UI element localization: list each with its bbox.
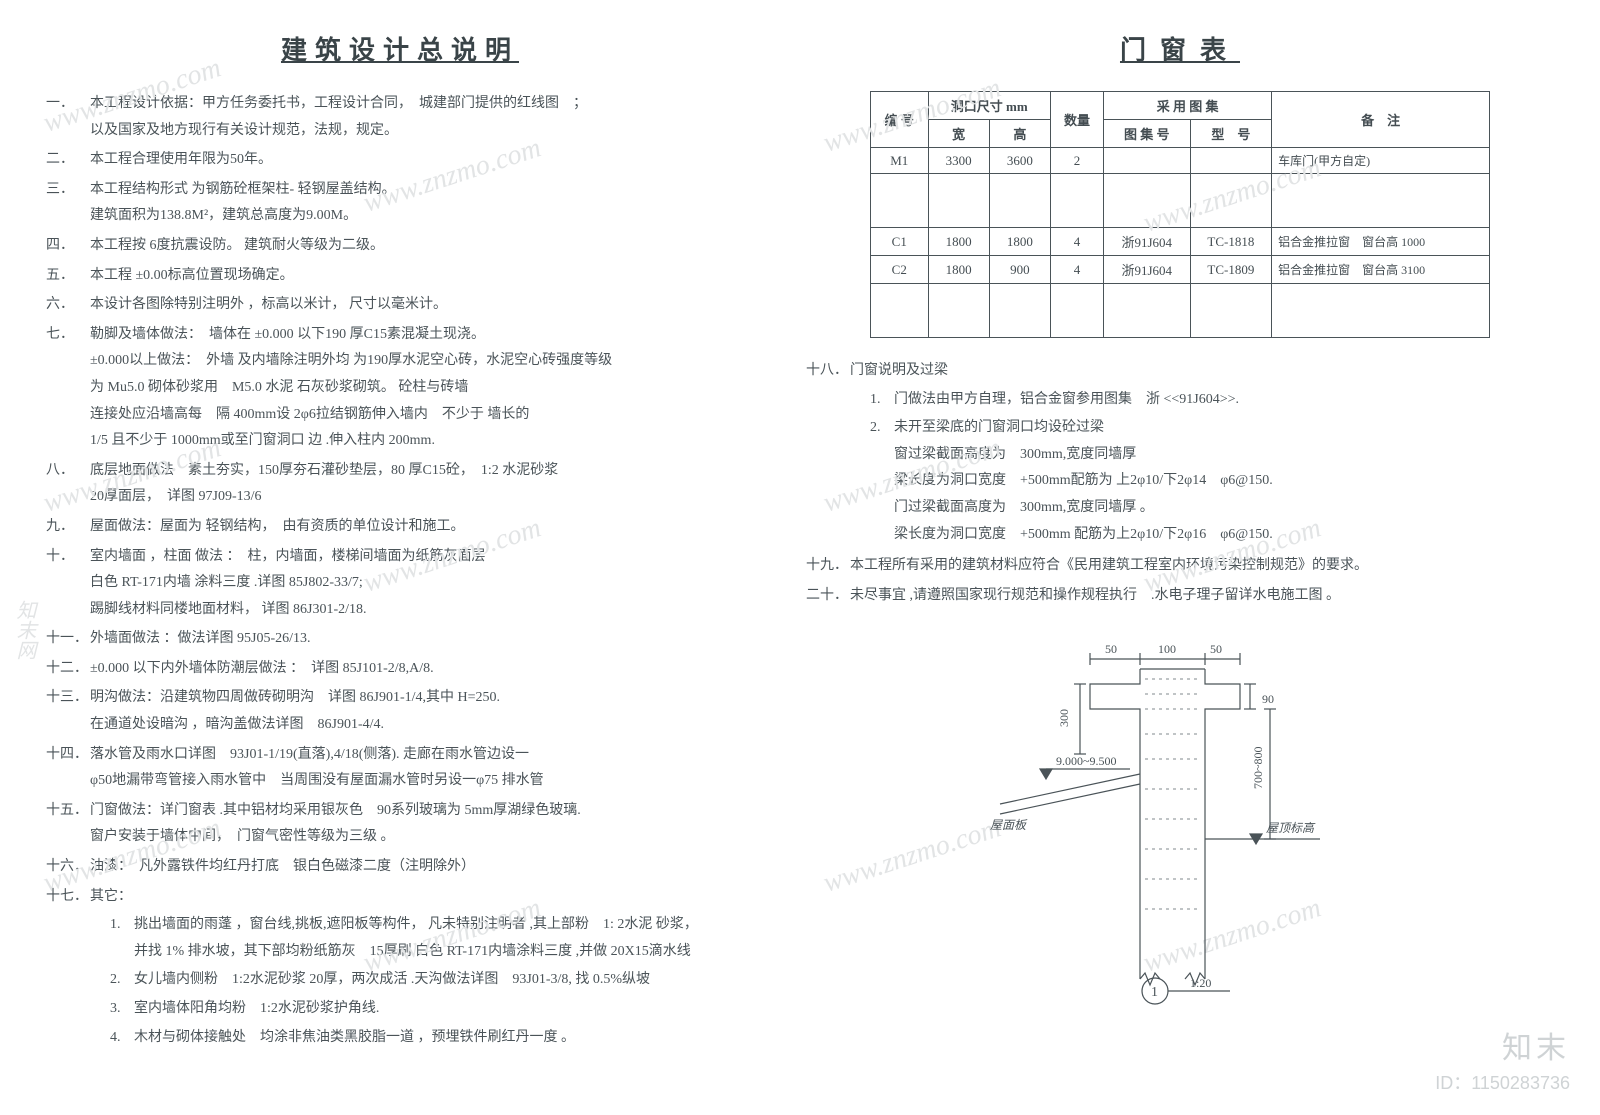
note-body: 外墙面做法 ：做法详图 95J05-26/13.	[90, 626, 760, 653]
right-notes: 十八．门窗说明及过梁1.门做法由甲方自理，铝合金窗参用图集 浙 <<91J604…	[800, 358, 1560, 609]
note-row: 三．本工程结构形式 为钢筋砼框架柱- 轻钢屋盖结构。建筑面积为138.8M²，建…	[40, 177, 760, 230]
right-column: 门窗表 编 号洞口尺寸 mm数量采 用 图 集备 注宽高图 集 号型 号M133…	[800, 30, 1560, 1056]
left-column: 建筑设计总说明 一．本工程设计依据：甲方任务委托书，工程设计合同， 城建部门提供…	[40, 30, 760, 1056]
note-body: 本工程 ±0.00标高位置现场确定。	[90, 263, 760, 290]
note-row: 十一．外墙面做法 ：做法详图 95J05-26/13.	[40, 626, 760, 653]
detail-diagram: 50 100 50	[940, 639, 1360, 1009]
note-number: 十六．	[40, 854, 90, 881]
corner-brand: 知末 ID：1150283736	[1435, 1023, 1570, 1095]
svg-text:50: 50	[1210, 642, 1222, 656]
note-body: ±0.000 以下内外墙体防潮层做法 ： 详图 85J101-2/8,A/8.	[90, 656, 760, 683]
svg-text:90: 90	[1262, 692, 1274, 706]
note-row: 七．勒脚及墙体做法： 墙体在 ±0.000 以下190 厚C15素混凝土现浇。±…	[40, 322, 760, 455]
general-notes: 一．本工程设计依据：甲方任务委托书，工程设计合同， 城建部门提供的红线图 ；以及…	[40, 91, 760, 1053]
table-row: M1330036002车库门(甲方自定)	[871, 148, 1490, 174]
brand-text: 知末	[1435, 1023, 1570, 1067]
note-body: 落水管及雨水口详图 93J01-1/19(直落),4/18(侧落). 走廊在雨水…	[90, 742, 760, 795]
svg-text:9.000~9.500: 9.000~9.500	[1056, 754, 1117, 768]
svg-text:屋面板: 屋面板	[990, 818, 1028, 832]
sub-note: 4.木材与砌体接触处 均涂非焦油类黑胶脂一道 ，预埋铁件刷红丹一度 。	[110, 1025, 760, 1052]
note-number: 十一．	[40, 626, 90, 653]
sub-note: 3.室内墙体阳角均粉 1:2水泥砂浆护角线.	[110, 996, 760, 1023]
note-row: 四．本工程按 6度抗震设防。 建筑耐火等级为二级。	[40, 233, 760, 260]
note-row: 一．本工程设计依据：甲方任务委托书，工程设计合同， 城建部门提供的红线图 ；以及…	[40, 91, 760, 144]
note-body: 底层地面做法 素土夯实，150厚夯石灌砂垫层，80 厚C15砼， 1:2 水泥砂…	[90, 458, 760, 511]
svg-text:屋顶标高: 屋顶标高	[1266, 821, 1316, 835]
table-row: C1180018004浙91J604TC-1818铝合金推拉窗 窗台高 1000	[871, 228, 1490, 256]
svg-text:1:20: 1:20	[1190, 976, 1211, 990]
note-number: 三．	[40, 177, 90, 230]
note-number: 十四．	[40, 742, 90, 795]
svg-text:300: 300	[1057, 709, 1071, 727]
note-row: 八．底层地面做法 素土夯实，150厚夯石灌砂垫层，80 厚C15砼， 1:2 水…	[40, 458, 760, 511]
note-row: 十九．本工程所有采用的建筑材料应符合《民用建筑工程室内环境污染控制规范》的要求。	[800, 553, 1560, 580]
note-number: 四．	[40, 233, 90, 260]
note-body: 明沟做法：沿建筑物四周做砖砌明沟 详图 86J901-1/4,其中 H=250.…	[90, 685, 760, 738]
note-number: 十二．	[40, 656, 90, 683]
note-number: 一．	[40, 91, 90, 144]
note-number: 十七．	[40, 884, 90, 1054]
svg-text:700~800: 700~800	[1251, 747, 1265, 790]
image-id: ID：1150283736	[1435, 1069, 1570, 1095]
note-row: 五．本工程 ±0.00标高位置现场确定。	[40, 263, 760, 290]
note-number: 十．	[40, 544, 90, 624]
note-number: 五．	[40, 263, 90, 290]
svg-text:1: 1	[1151, 985, 1158, 1000]
note-number: 十五．	[40, 798, 90, 851]
note-row: 二．本工程合理使用年限为50年。	[40, 147, 760, 174]
note-body: 本工程设计依据：甲方任务委托书，工程设计合同， 城建部门提供的红线图 ；以及国家…	[90, 91, 760, 144]
note-number: 十三．	[40, 685, 90, 738]
note-row: 十八．门窗说明及过梁1.门做法由甲方自理，铝合金窗参用图集 浙 <<91J604…	[800, 358, 1560, 550]
left-title: 建筑设计总说明	[40, 30, 760, 67]
note-row: 十．室内墙面 ，柱面 做法 ： 柱，内墙面，楼梯间墙面为纸筋灰面层白色 RT-1…	[40, 544, 760, 624]
note-body: 室内墙面 ，柱面 做法 ： 柱，内墙面，楼梯间墙面为纸筋灰面层白色 RT-171…	[90, 544, 760, 624]
sub-note: 1.挑出墙面的雨蓬 ，窗台线,挑板,遮阳板等构件， 凡未特别注明者 ,其上部粉 …	[110, 912, 760, 965]
table-row: C218009004浙91J604TC-1809铝合金推拉窗 窗台高 3100	[871, 256, 1490, 284]
right-title: 门窗表	[800, 30, 1560, 67]
note-body: 门窗做法：详门窗表 .其中铝材均采用银灰色 90系列玻璃为 5mm厚湖绿色玻璃.…	[90, 798, 760, 851]
svg-text:100: 100	[1158, 642, 1176, 656]
note-number: 七．	[40, 322, 90, 455]
note-row: 十七．其它：1.挑出墙面的雨蓬 ，窗台线,挑板,遮阳板等构件， 凡未特别注明者 …	[40, 884, 760, 1054]
note-body: 勒脚及墙体做法： 墙体在 ±0.000 以下190 厚C15素混凝土现浇。±0.…	[90, 322, 760, 455]
table-row	[871, 174, 1490, 228]
note-body: 本工程结构形式 为钢筋砼框架柱- 轻钢屋盖结构。建筑面积为138.8M²，建筑总…	[90, 177, 760, 230]
note-row: 十三．明沟做法：沿建筑物四周做砖砌明沟 详图 86J901-1/4,其中 H=2…	[40, 685, 760, 738]
note-row: 十四．落水管及雨水口详图 93J01-1/19(直落),4/18(侧落). 走廊…	[40, 742, 760, 795]
note-row: 十五．门窗做法：详门窗表 .其中铝材均采用银灰色 90系列玻璃为 5mm厚湖绿色…	[40, 798, 760, 851]
note-row: 六．本设计各图除特别注明外 ，标高以米计， 尺寸以毫米计。	[40, 292, 760, 319]
note-body: 本工程按 6度抗震设防。 建筑耐火等级为二级。	[90, 233, 760, 260]
note-number: 八．	[40, 458, 90, 511]
note-row: 十六．油漆： 凡外露铁件均红丹打底 银白色磁漆二度（注明除外）	[40, 854, 760, 881]
svg-text:50: 50	[1105, 642, 1117, 656]
note-body: 油漆： 凡外露铁件均红丹打底 银白色磁漆二度（注明除外）	[90, 854, 760, 881]
note-body: 本工程合理使用年限为50年。	[90, 147, 760, 174]
table-row	[871, 284, 1490, 338]
sub-note: 2.女儿墙内侧粉 1:2水泥砂浆 20厚，两次成活 .天沟做法详图 93J01-…	[110, 967, 760, 994]
note-body: 本设计各图除特别注明外 ，标高以米计， 尺寸以毫米计。	[90, 292, 760, 319]
note-row: 二十．未尽事宜 ,请遵照国家现行规范和操作规程执行 .水电子理子留详水电施工图 …	[800, 583, 1560, 610]
note-number: 六．	[40, 292, 90, 319]
note-number: 二．	[40, 147, 90, 174]
note-body: 屋面做法：屋面为 轻钢结构， 由有资质的单位设计和施工。	[90, 514, 760, 541]
window-schedule-table: 编 号洞口尺寸 mm数量采 用 图 集备 注宽高图 集 号型 号M1330036…	[870, 91, 1490, 338]
note-number: 九．	[40, 514, 90, 541]
note-row: 十二．±0.000 以下内外墙体防潮层做法 ： 详图 85J101-2/8,A/…	[40, 656, 760, 683]
note-body: 其它：1.挑出墙面的雨蓬 ，窗台线,挑板,遮阳板等构件， 凡未特别注明者 ,其上…	[90, 884, 760, 1054]
note-row: 九．屋面做法：屋面为 轻钢结构， 由有资质的单位设计和施工。	[40, 514, 760, 541]
